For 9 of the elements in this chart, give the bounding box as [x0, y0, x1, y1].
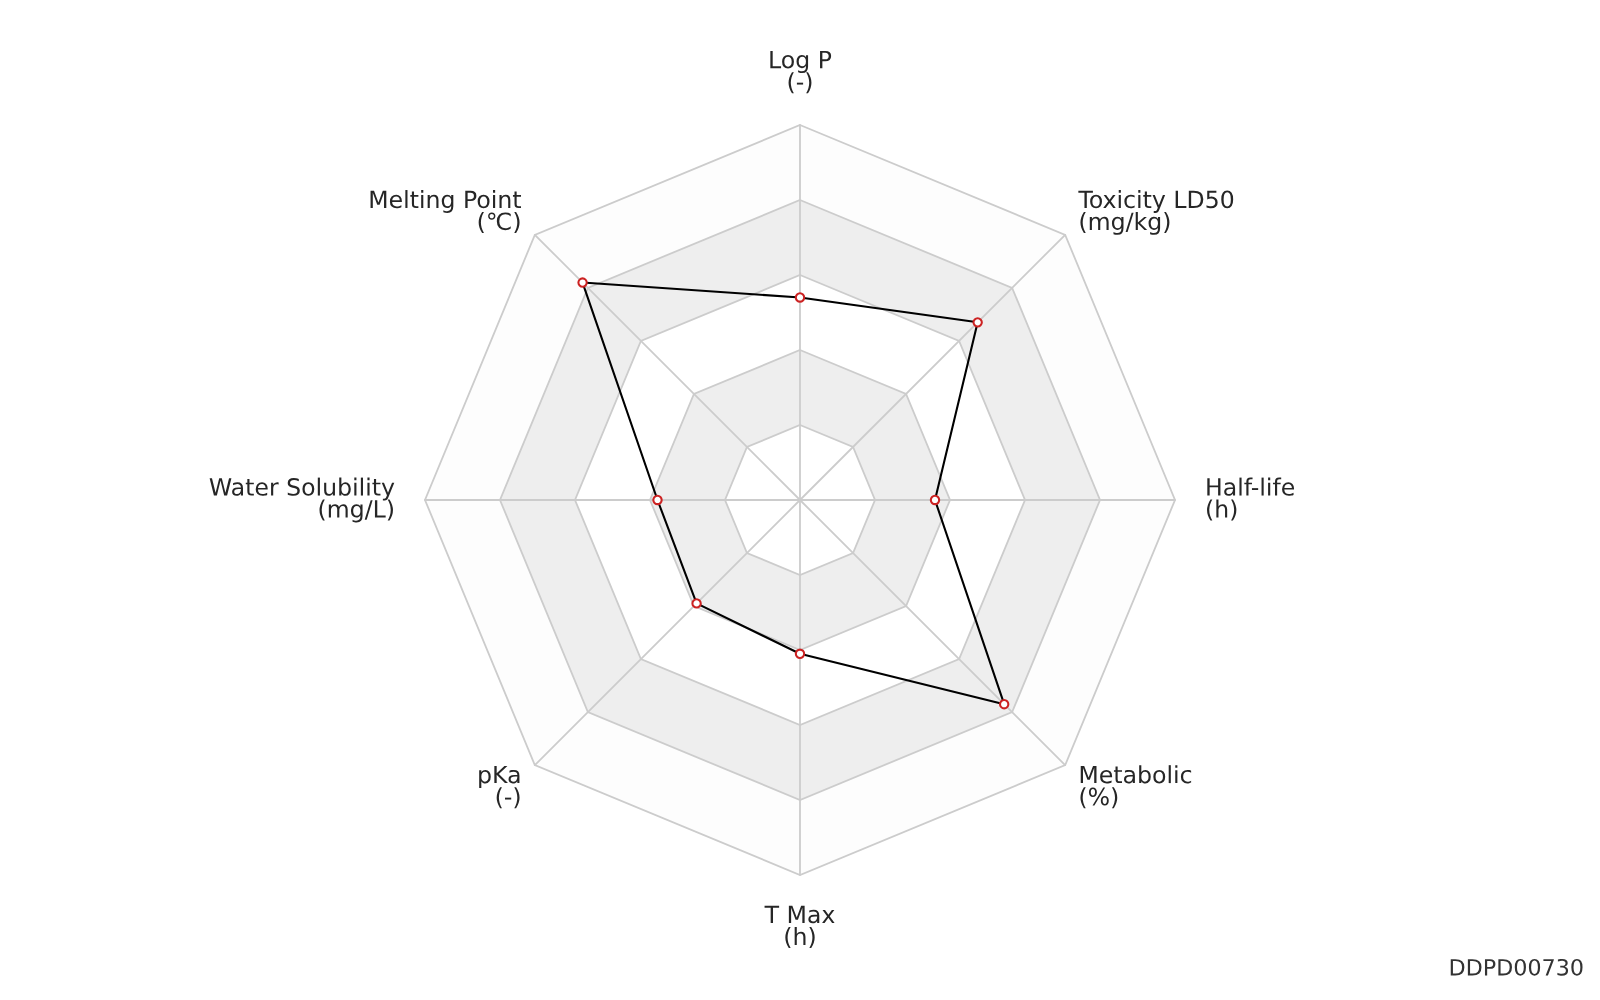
spoke-label: pKa (-) [479, 765, 520, 809]
spoke-label: Water Solubility (mg/L) [209, 477, 395, 523]
spoke-label: Melting Point (℃) [370, 190, 522, 234]
spoke-label: Log P (-) [770, 50, 832, 94]
spoke-label: Half-life (h) [1207, 477, 1295, 521]
spoke-label: T Max (h) [764, 905, 835, 949]
spoke-label: Metabolic (%) [1080, 765, 1192, 809]
spoke-label: Toxicity LD50 (mg/kg) [1078, 190, 1234, 235]
text: DDPD00730 [1450, 958, 1583, 976]
